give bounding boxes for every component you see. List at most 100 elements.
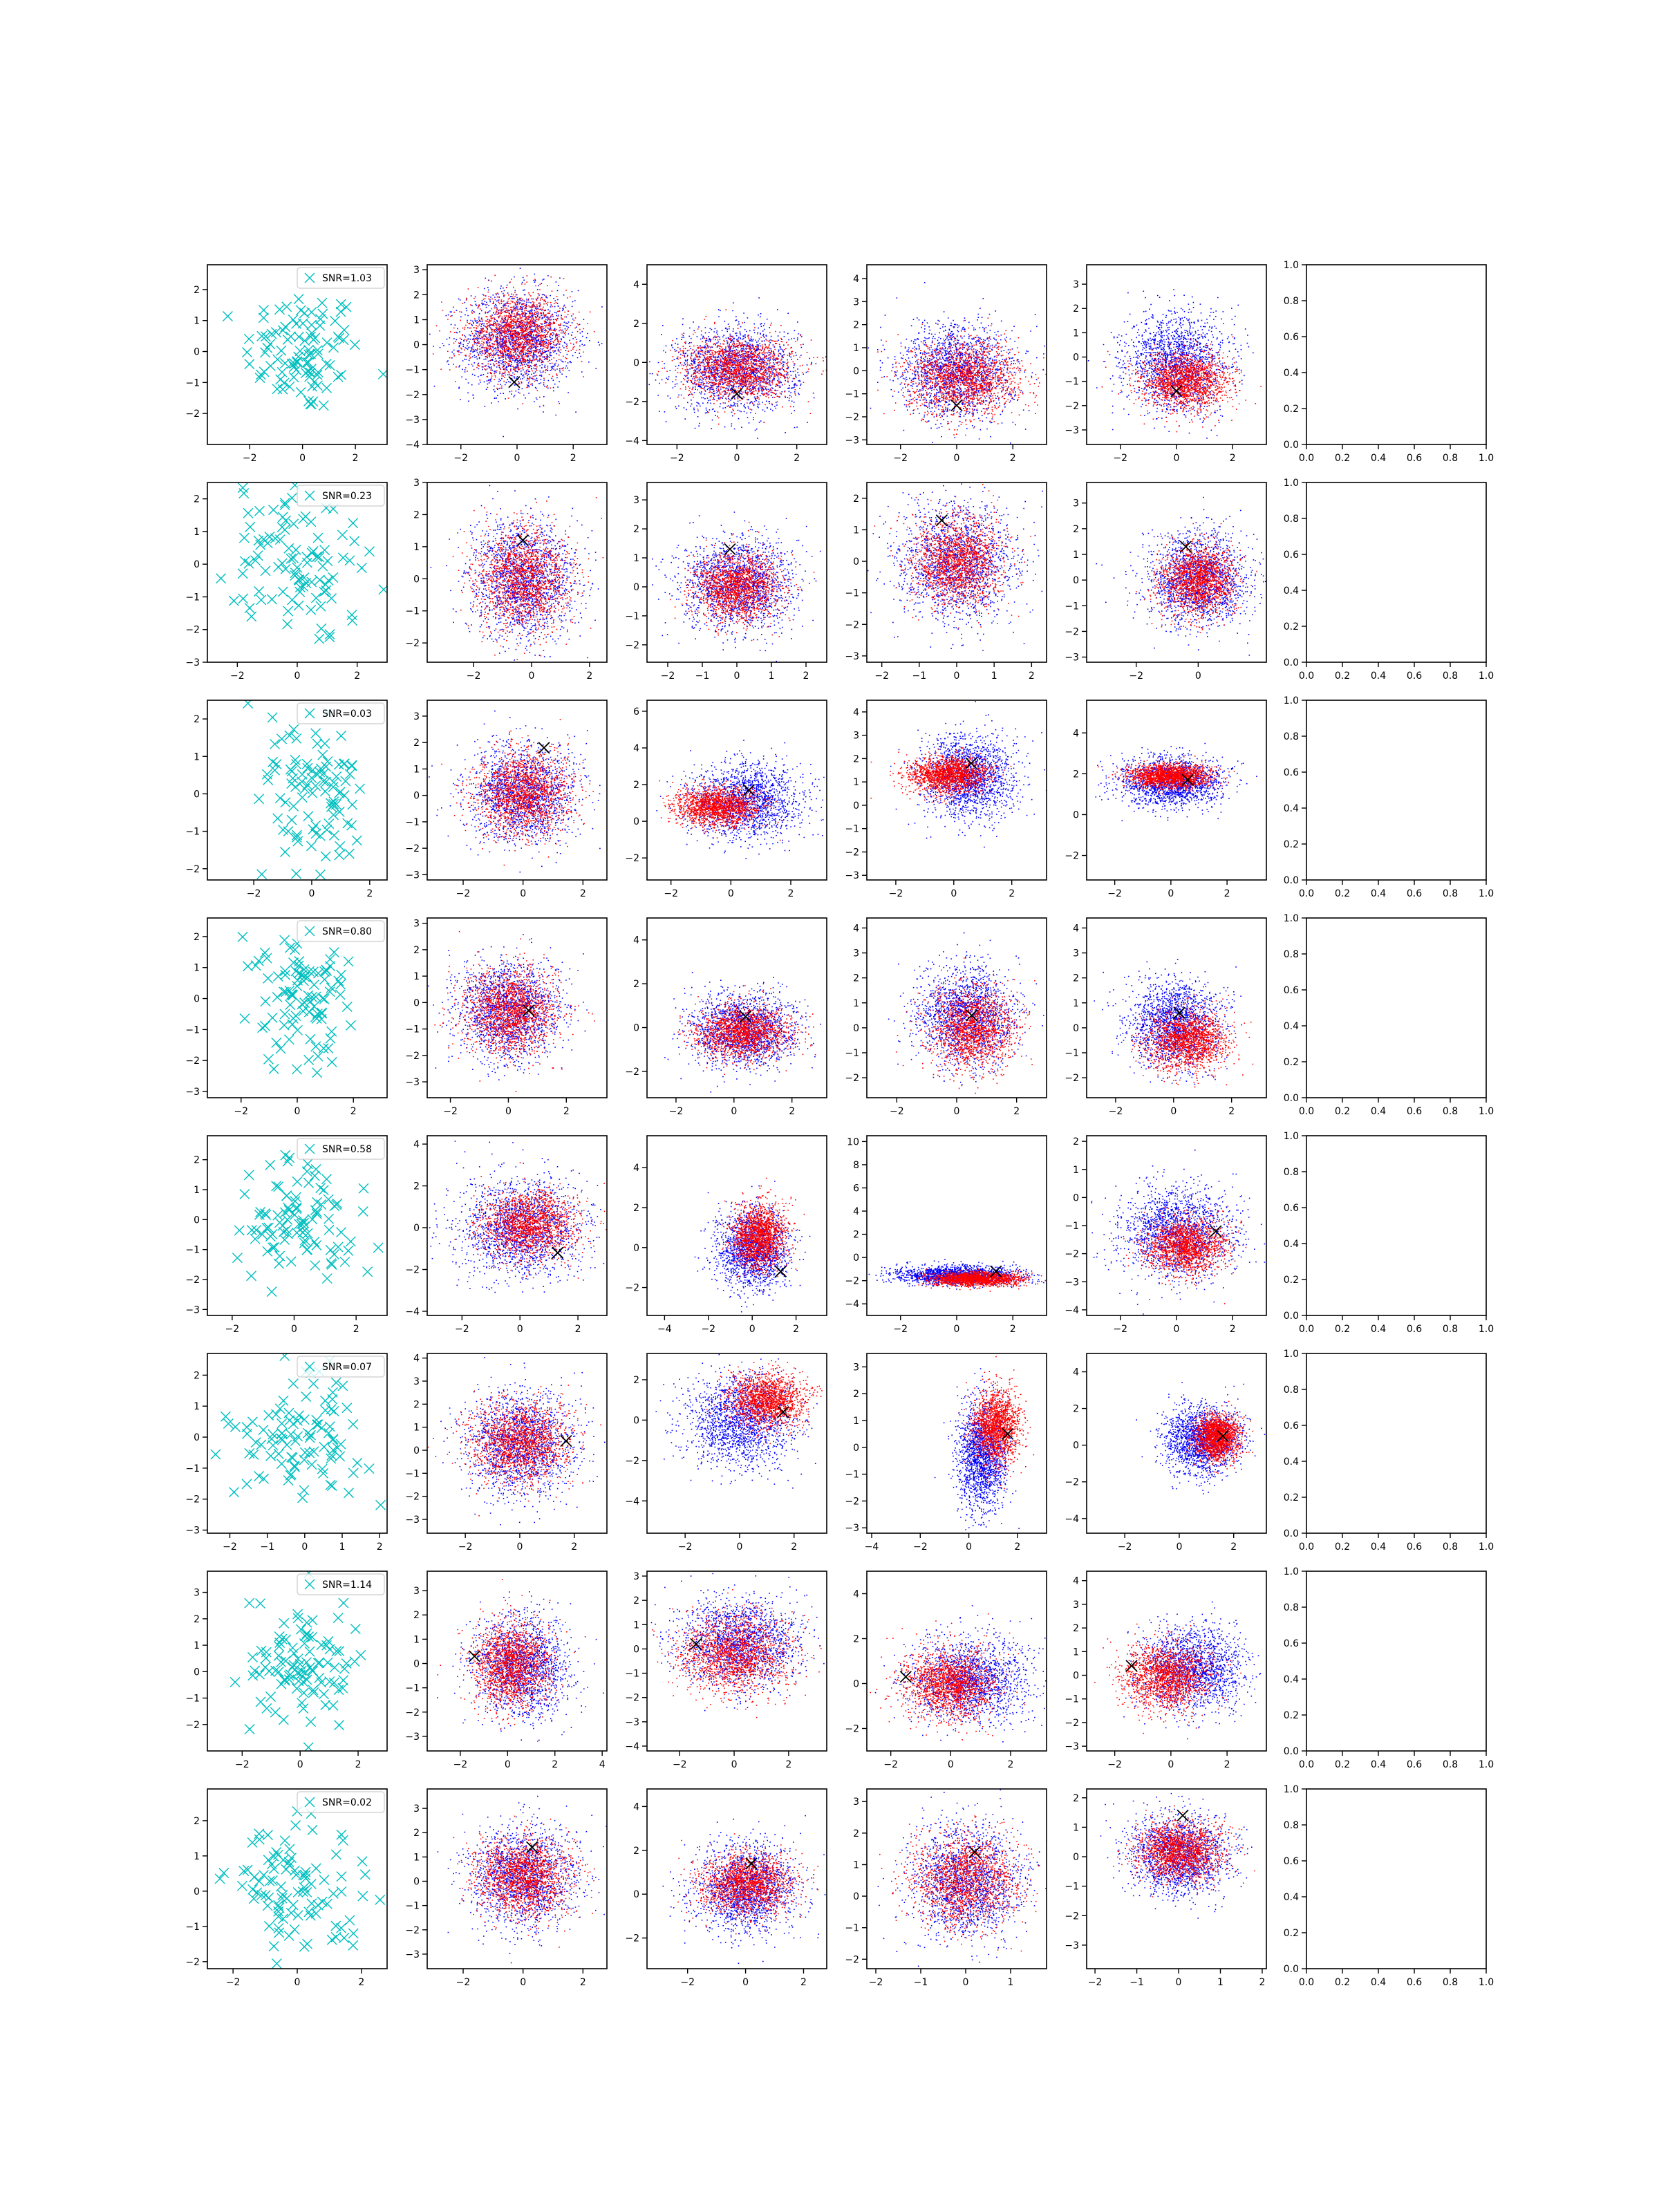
cyan-x-point xyxy=(284,1152,295,1163)
y-tick-label: −3 xyxy=(185,657,200,668)
cyan-x-point xyxy=(283,826,294,837)
blue-point-cloud xyxy=(1096,496,1266,656)
cyan-x-point xyxy=(320,851,331,862)
y-tick-label: 0.4 xyxy=(1284,803,1299,814)
x-tick-label: 2 xyxy=(377,1541,383,1553)
x-tick-label: 2 xyxy=(1014,1541,1020,1553)
plot-area xyxy=(868,282,1047,444)
x-tick-label: 0.6 xyxy=(1407,1106,1422,1117)
y-tick-label: 4 xyxy=(413,1139,420,1150)
subplot-r7-c2: −2 0 2 4 −3 −2 −1 0 1 2 3 xyxy=(405,1571,608,1770)
x-tick-label: 1.0 xyxy=(1479,1106,1494,1117)
cyan-x-point xyxy=(244,1447,255,1459)
y-tick-label: −4 xyxy=(1065,1514,1079,1525)
axes-frame xyxy=(427,917,608,1098)
cyan-x-point xyxy=(261,1223,272,1234)
x-tick-label: −2 xyxy=(243,453,257,464)
x-tick-label: 2 xyxy=(794,453,800,464)
cyan-x-point xyxy=(277,384,288,395)
plot-area xyxy=(656,740,825,859)
cyan-x-point xyxy=(273,1181,284,1192)
cyan-x-point xyxy=(218,1868,229,1878)
cyan-x-point xyxy=(274,1927,285,1938)
y-tick-label: 0 xyxy=(1073,1671,1079,1682)
cyan-x-point xyxy=(321,359,332,369)
cyan-x-point xyxy=(346,760,357,771)
cyan-x-point xyxy=(274,1258,285,1269)
red-point-cloud xyxy=(870,745,1012,806)
cyan-x-point xyxy=(285,1429,297,1440)
y-tick-label: 2 xyxy=(413,738,420,749)
y-tick-label: 2 xyxy=(853,1230,859,1241)
cyan-x-point xyxy=(345,1236,356,1247)
subplot-r1-c5: −2 0 2 −3 −2 −1 0 1 2 3 xyxy=(1065,264,1267,464)
x-tick-label: 0.2 xyxy=(1335,1541,1350,1553)
cyan-x-point xyxy=(310,1908,321,1919)
plot-area xyxy=(229,1571,366,1751)
cyan-x-point xyxy=(305,367,316,378)
cyan-x-point xyxy=(292,1415,303,1426)
y-tick-label: 2 xyxy=(413,509,420,521)
cyan-x-point xyxy=(276,345,287,356)
y-tick-label: 0 xyxy=(853,366,859,377)
cyan-x-point xyxy=(247,1652,258,1663)
plot-area xyxy=(867,483,1043,651)
y-tick-label: 2 xyxy=(1073,973,1079,984)
y-tick-label: −2 xyxy=(1065,1249,1079,1260)
y-tick-label: 0.2 xyxy=(1284,839,1299,850)
y-tick-label: −2 xyxy=(405,1925,420,1936)
red-point-cloud xyxy=(1136,523,1260,633)
cyan-x-point xyxy=(319,974,330,985)
x-tick-label: 0.0 xyxy=(1299,1106,1314,1117)
x-tick-label: 0.8 xyxy=(1443,1541,1458,1553)
y-tick-label: −2 xyxy=(185,1056,200,1067)
cyan-x-point xyxy=(339,1256,350,1267)
cyan-x-point xyxy=(290,966,301,977)
cyan-x-point xyxy=(290,781,301,792)
y-tick-label: −3 xyxy=(845,435,859,446)
y-tick-label: 0.0 xyxy=(1284,1528,1299,1539)
x-tick-label: 2 xyxy=(1224,888,1230,899)
black-x-marker xyxy=(526,1841,538,1853)
y-tick-label: −3 xyxy=(1065,1741,1079,1752)
x-tick-label: −2 xyxy=(1113,1324,1127,1335)
x-tick-label: 0 xyxy=(291,1324,297,1335)
cyan-x-point xyxy=(323,1635,334,1647)
y-tick-label: −4 xyxy=(405,1306,420,1318)
cyan-x-point xyxy=(298,1006,309,1017)
cyan-x-point xyxy=(324,632,335,643)
red-point-cloud xyxy=(437,1579,586,1742)
cyan-x-point xyxy=(306,1459,317,1470)
y-tick-label: −3 xyxy=(405,870,420,881)
cyan-x-point xyxy=(261,1703,272,1714)
y-tick-label: 0.0 xyxy=(1284,1311,1299,1322)
y-tick-label: 2 xyxy=(413,1828,420,1839)
axes-frame xyxy=(866,264,1047,445)
cyan-x-point xyxy=(314,574,325,585)
cyan-x-point xyxy=(323,1043,334,1053)
cyan-x-point xyxy=(349,339,360,350)
cyan-x-point xyxy=(355,783,366,794)
cyan-x-point xyxy=(260,1890,271,1901)
x-tick-label: −2 xyxy=(673,1759,687,1770)
axes-frame xyxy=(1306,1571,1487,1752)
black-x-marker xyxy=(965,757,977,769)
red-point-cloud xyxy=(1110,1199,1247,1304)
x-tick-label: 0 xyxy=(948,1759,954,1770)
axes-frame xyxy=(1086,482,1267,663)
legend-label: SNR=1.14 xyxy=(322,1580,372,1591)
cyan-x-point xyxy=(351,835,362,846)
cyan-x-point xyxy=(273,1906,284,1917)
y-tick-label: 0.8 xyxy=(1284,296,1299,307)
legend: SNR=0.23 xyxy=(297,485,385,507)
black-x-marker xyxy=(966,1009,978,1022)
y-tick-label: 0 xyxy=(194,559,200,570)
cyan-x-point xyxy=(319,993,330,1004)
cyan-x-point xyxy=(325,798,336,809)
cyan-x-point xyxy=(285,1256,297,1267)
cyan-x-point xyxy=(326,1258,337,1269)
cyan-x-point xyxy=(237,931,248,942)
cyan-x-point xyxy=(276,1428,288,1439)
cyan-x-point xyxy=(339,758,350,769)
